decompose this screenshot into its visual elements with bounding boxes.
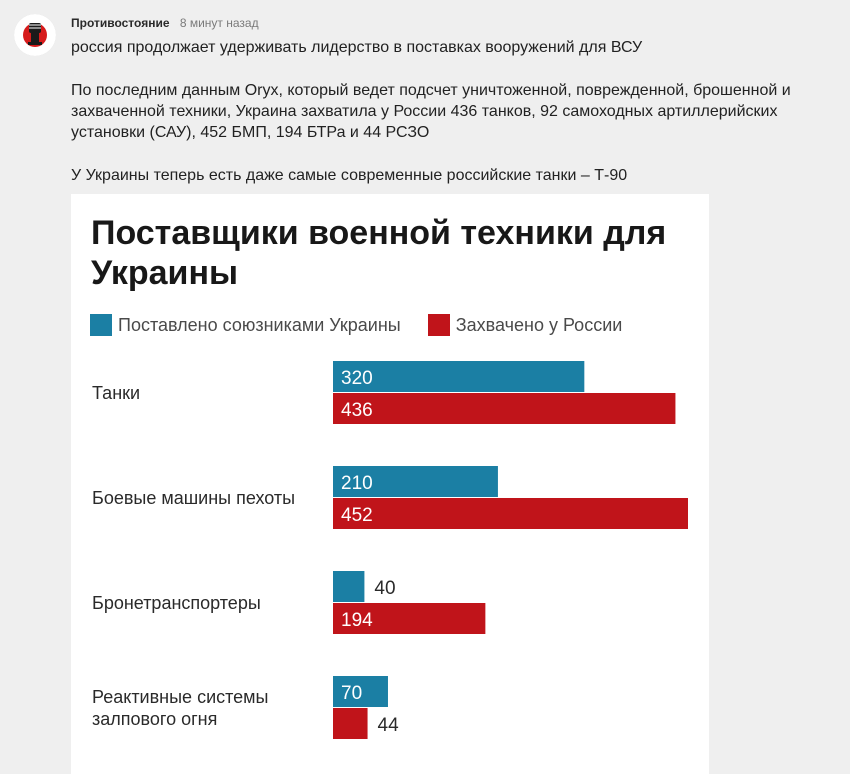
fist-avatar-icon (14, 14, 56, 56)
bar-value-label: 452 (341, 505, 373, 526)
chart-legend: Поставлено союзниками Украины Захвачено … (90, 314, 644, 338)
bar-supplied (333, 466, 498, 497)
bar-captured (333, 498, 688, 529)
category-label: Бронетранспортеры (92, 593, 261, 613)
category-label-line: Боевые машины пехоты (92, 488, 295, 508)
category-label-line: Реактивные системы (92, 687, 268, 707)
legend-swatch (427, 314, 450, 336)
bar-value-label: 44 (378, 715, 400, 736)
bar-value-label: 70 (341, 683, 362, 704)
bar-supplied (333, 676, 388, 707)
post-meta: Противостояние 8 минут назад (71, 14, 259, 32)
bar-value-label: 40 (374, 578, 395, 599)
post-paragraph: россия продолжает удерживать лидерство в… (71, 39, 643, 56)
bar-chart: Танки 320 436 Боевые машины пехоты 210 452 Бро… (92, 361, 688, 739)
bar-value-label: 194 (341, 610, 373, 631)
post-text: россия продолжает удерживать лидерство в… (71, 37, 806, 208)
legend-swatch (90, 314, 112, 336)
post-paragraph: У Украины теперь есть даже самые совреме… (71, 167, 628, 184)
chart-title: Поставщики военной техники для Украины (91, 214, 667, 292)
category-label-line: залпового огня (92, 709, 217, 729)
category-label-line: Бронетранспортеры (92, 593, 261, 613)
bar-captured (333, 393, 676, 424)
bar-supplied (333, 361, 585, 392)
chart-image: Поставщики военной техники для Украины П… (71, 194, 709, 774)
category-label: Танки (92, 383, 140, 403)
author-name[interactable]: Противостояние (71, 16, 170, 30)
bar-captured (333, 708, 368, 739)
bar-value-label: 436 (341, 400, 373, 421)
legend-item: Захвачено у России (427, 314, 623, 336)
bar-value-label: 320 (341, 368, 373, 389)
bar-captured (333, 603, 486, 634)
category-label: Реактивные системы залпового огня (92, 687, 268, 729)
legend-label: Захвачено у России (455, 314, 623, 335)
post-paragraph: По последним данным Oryx, который ведет … (71, 82, 791, 141)
post-time: 8 минут назад (179, 16, 259, 30)
bar-supplied (333, 571, 365, 602)
category-label-line: Танки (92, 383, 140, 403)
author-avatar[interactable] (14, 14, 56, 56)
category-label: Боевые машины пехоты (92, 488, 295, 508)
legend-label: Поставлено союзниками Украины (118, 314, 401, 335)
legend-item: Поставлено союзниками Украины (90, 314, 401, 336)
bar-value-label: 210 (341, 473, 373, 494)
